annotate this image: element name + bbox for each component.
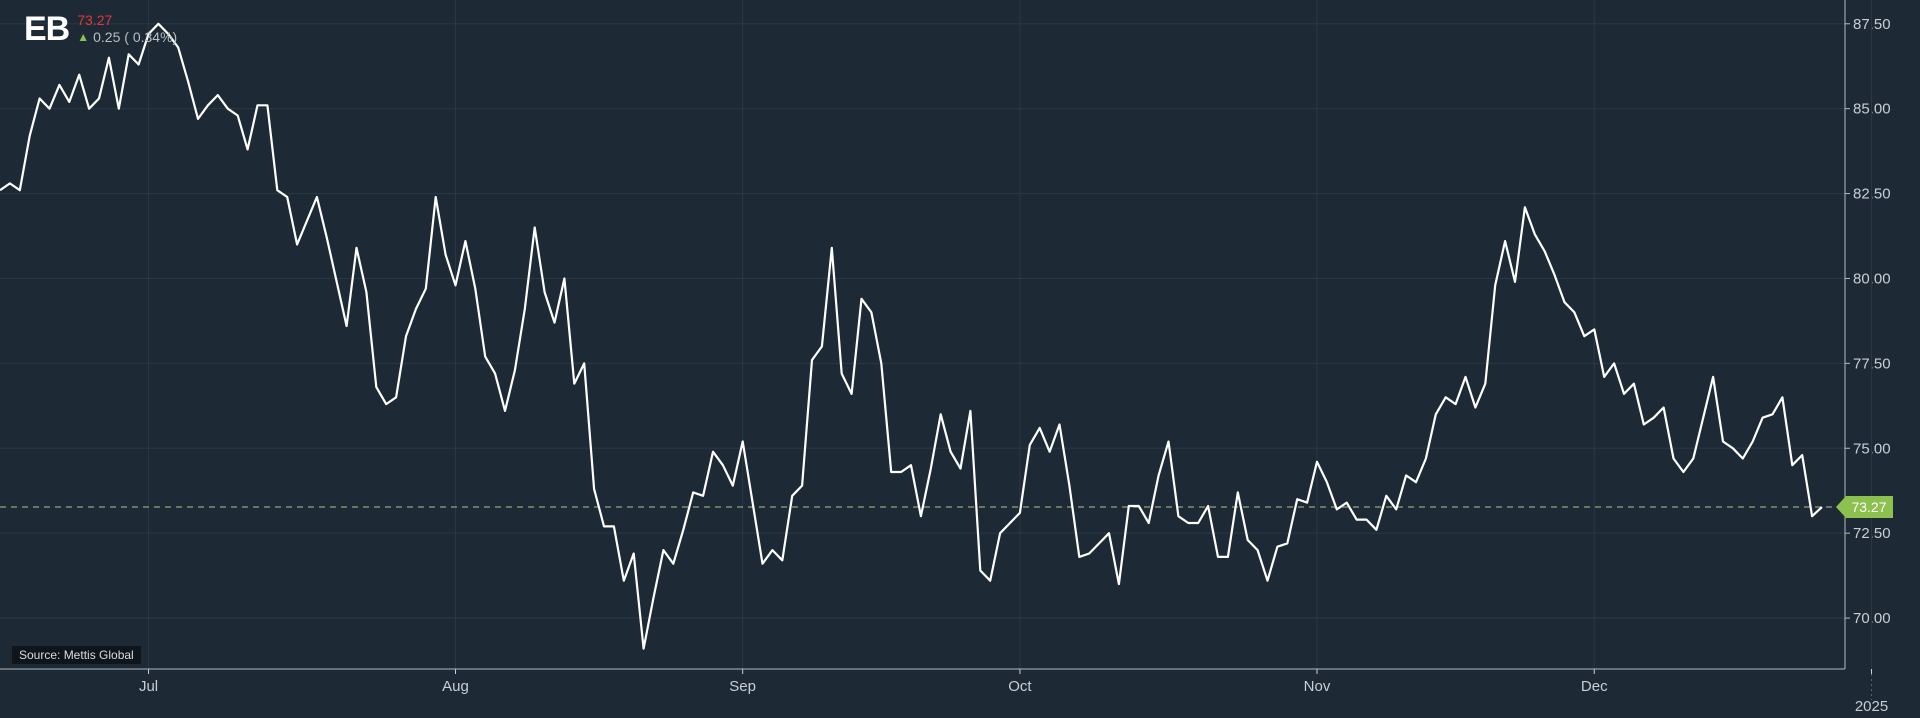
- quote-block: 73.27 ▲ 0.25 ( 0.34%): [77, 12, 177, 46]
- x-tick-label: Sep: [729, 678, 756, 695]
- last-price: 73.27: [77, 12, 113, 28]
- price-change-value: 0.25 ( 0.34%): [93, 29, 178, 45]
- quote-header: EB 73.27 ▲ 0.25 ( 0.34%): [24, 10, 177, 48]
- source-label: Source: Mettis Global: [12, 646, 141, 664]
- year-label: 2025: [1855, 698, 1888, 715]
- price-change: ▲ 0.25 ( 0.34%): [77, 28, 177, 46]
- x-tick-label: Nov: [1304, 678, 1331, 695]
- x-tick-label: Aug: [442, 678, 469, 695]
- x-tick-label: Dec: [1581, 678, 1608, 695]
- up-arrow-icon: ▲: [77, 30, 90, 44]
- x-tick-label: Jul: [139, 678, 158, 695]
- x-tick-label: Oct: [1008, 678, 1032, 695]
- last-value-tag: [1836, 496, 1893, 519]
- last-value-tag-label: 73.27: [1851, 499, 1886, 515]
- ticker-symbol: EB: [24, 10, 70, 48]
- series-line: [0, 22, 1823, 650]
